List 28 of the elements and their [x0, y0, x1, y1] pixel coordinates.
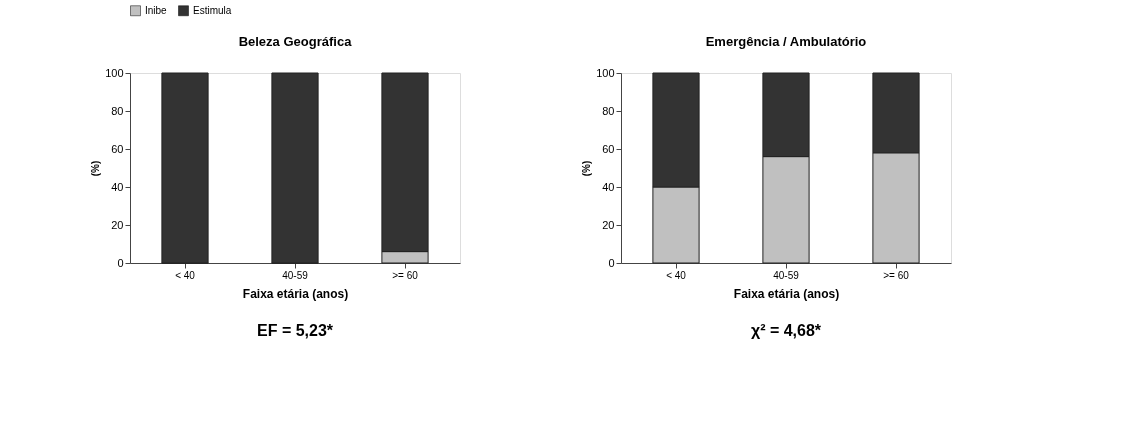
legend-label: Estimula: [193, 4, 232, 16]
x-tick-label: 40-59: [282, 269, 309, 281]
y-tick-label: 80: [111, 104, 124, 117]
y-tick-label: 0: [608, 256, 615, 269]
y-tick-label: 20: [602, 218, 615, 231]
x-tick-label: < 40: [666, 269, 687, 281]
y-tick-label: 100: [596, 66, 615, 79]
y-tick-label: 40: [602, 180, 615, 193]
y-tick-label: 40: [111, 180, 124, 193]
x-axis-title: Faixa etária (anos): [733, 286, 840, 301]
y-tick-label: 60: [602, 142, 615, 155]
text: χ² = 4,68*: [750, 322, 822, 339]
x-tick-label: >= 60: [392, 269, 419, 281]
y-tick-label: 80: [602, 104, 615, 117]
y-tick-label: 60: [111, 142, 124, 155]
x-axis-title: Faixa etária (anos): [242, 286, 349, 301]
legend-label: Inibe: [145, 4, 168, 16]
y-axis-title: (%): [581, 160, 593, 177]
x-tick-label: < 40: [175, 269, 196, 281]
x-tick-label: 40-59: [773, 269, 800, 281]
x-tick-label: >= 60: [883, 269, 910, 281]
chart-title: Beleza Geográfica: [238, 34, 353, 49]
text: EF = 5,23*: [256, 322, 334, 339]
y-tick-label: 20: [111, 218, 124, 231]
y-tick-label: 100: [105, 66, 124, 79]
chart-title: Emergência / Ambulatório: [705, 34, 867, 49]
y-axis-title: (%): [90, 160, 102, 177]
y-tick-label: 0: [117, 256, 124, 269]
